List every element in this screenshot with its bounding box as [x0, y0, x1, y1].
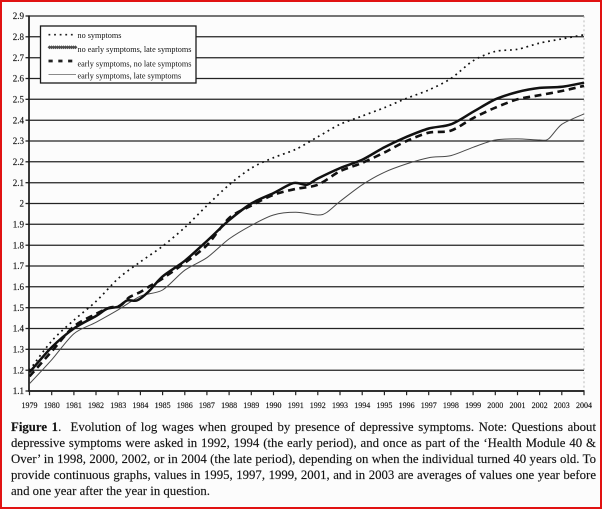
svg-text:1.4: 1.4	[13, 324, 25, 334]
svg-text:2.7: 2.7	[13, 53, 25, 63]
svg-text:1989: 1989	[243, 401, 259, 410]
svg-text:2.5: 2.5	[13, 95, 25, 105]
svg-text:1.3: 1.3	[13, 345, 25, 355]
svg-text:1.7: 1.7	[13, 261, 25, 271]
svg-text:1985: 1985	[155, 401, 171, 410]
svg-text:1.9: 1.9	[13, 220, 25, 230]
svg-text:1993: 1993	[332, 401, 348, 410]
svg-text:2: 2	[20, 199, 25, 209]
svg-text:2.9: 2.9	[13, 11, 25, 21]
svg-text:1988: 1988	[221, 401, 237, 410]
svg-text:1980: 1980	[44, 401, 60, 410]
svg-text:1981: 1981	[66, 401, 82, 410]
svg-text:2001: 2001	[510, 401, 526, 410]
svg-text:1990: 1990	[266, 401, 282, 410]
svg-text:1987: 1987	[199, 401, 215, 410]
svg-text:1.5: 1.5	[13, 303, 25, 313]
svg-text:1.2: 1.2	[13, 365, 24, 375]
svg-text:2.4: 2.4	[13, 115, 25, 125]
svg-text:1991: 1991	[288, 401, 304, 410]
svg-text:2000: 2000	[487, 401, 503, 410]
svg-text:2003: 2003	[554, 401, 570, 410]
svg-text:1979: 1979	[22, 401, 38, 410]
svg-text:2.2: 2.2	[13, 157, 24, 167]
svg-text:1992: 1992	[310, 401, 326, 410]
svg-text:1999: 1999	[465, 401, 481, 410]
svg-text:1994: 1994	[354, 401, 370, 410]
svg-text:early symptoms, late symptoms: early symptoms, late symptoms	[78, 72, 182, 81]
svg-text:1.6: 1.6	[13, 282, 25, 292]
svg-text:2.3: 2.3	[13, 136, 25, 146]
svg-text:1996: 1996	[399, 401, 415, 410]
svg-text:2.8: 2.8	[13, 32, 25, 42]
svg-text:1984: 1984	[132, 401, 148, 410]
svg-text:1998: 1998	[443, 401, 459, 410]
svg-text:no early symptoms, late sympto: no early symptoms, late symptoms	[78, 45, 192, 54]
svg-text:2.1: 2.1	[13, 178, 24, 188]
svg-text:1982: 1982	[88, 401, 104, 410]
svg-text:2002: 2002	[532, 401, 548, 410]
svg-text:1986: 1986	[177, 401, 193, 410]
svg-text:1995: 1995	[376, 401, 392, 410]
svg-text:1997: 1997	[421, 401, 437, 410]
svg-text:no symptoms: no symptoms	[78, 31, 122, 40]
svg-text:1983: 1983	[110, 401, 126, 410]
svg-text:1.1: 1.1	[13, 386, 24, 396]
svg-text:2004: 2004	[576, 401, 592, 410]
svg-text:2.6: 2.6	[13, 74, 25, 84]
svg-text:1.8: 1.8	[13, 240, 25, 250]
svg-text:early symptoms, no late sympto: early symptoms, no late symptoms	[78, 59, 192, 68]
